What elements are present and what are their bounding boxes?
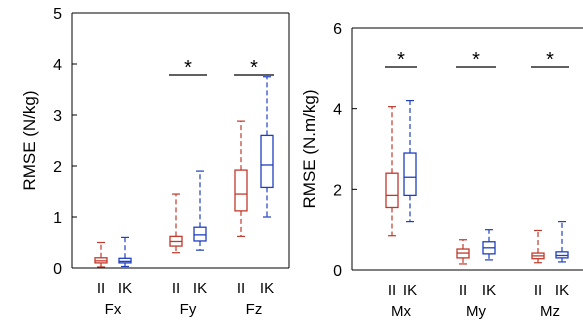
x-method-label: II bbox=[534, 282, 542, 299]
x-method-label: II bbox=[172, 280, 180, 297]
y-tick-label: 4 bbox=[53, 57, 62, 74]
box-Fy-IK bbox=[193, 170, 207, 251]
box-Fx-II bbox=[94, 241, 108, 268]
chart-panel-2: 0 2 4 6 RMSE (N.m/kg) * II IK Mx * II IK My * II IK Mz bbox=[300, 21, 583, 320]
box-Mz-IK bbox=[555, 221, 569, 263]
significance-star: * bbox=[472, 49, 480, 71]
x-method-label: IK bbox=[193, 280, 207, 297]
box-Mx-IK bbox=[403, 99, 417, 223]
x-method-label: II bbox=[459, 282, 467, 299]
y-axis-label: RMSE (N.m/kg) bbox=[300, 90, 319, 209]
x-method-label: II bbox=[237, 280, 245, 297]
y-tick-label: 5 bbox=[53, 6, 62, 23]
chart-panel-1: 0 1 2 3 4 5 RMSE (N/kg) II IK Fx * II IK Fy * II IK Fz bbox=[20, 6, 290, 318]
y-axis-label: RMSE (N/kg) bbox=[20, 90, 39, 190]
x-category-label: Fy bbox=[180, 301, 197, 318]
x-method-label: IK bbox=[555, 282, 569, 299]
box-iqr bbox=[193, 226, 207, 242]
box-iqr bbox=[118, 257, 132, 264]
box-Fz-II bbox=[234, 120, 248, 237]
x-category-label: Mx bbox=[391, 303, 411, 320]
y-tick-label: 2 bbox=[53, 159, 62, 176]
x-method-label: IK bbox=[260, 280, 274, 297]
box-iqr bbox=[385, 172, 399, 209]
y-tick-label: 0 bbox=[53, 261, 62, 278]
box-iqr bbox=[260, 134, 274, 189]
box-Mx-II bbox=[385, 106, 399, 237]
box-iqr bbox=[234, 169, 248, 212]
box-Mz-II bbox=[531, 229, 545, 264]
significance-star: * bbox=[184, 57, 192, 79]
box-My-IK bbox=[482, 229, 496, 261]
x-category-label: Mz bbox=[540, 303, 560, 320]
x-category-label: Fz bbox=[246, 301, 263, 318]
y-tick-label: 1 bbox=[53, 210, 62, 227]
y-tick-label: 4 bbox=[333, 102, 342, 119]
x-method-label: II bbox=[97, 280, 105, 297]
box-Fz-IK bbox=[260, 76, 274, 218]
x-method-label: IK bbox=[482, 282, 496, 299]
x-method-label: II bbox=[388, 282, 396, 299]
box-My-II bbox=[456, 239, 470, 265]
significance-star: * bbox=[250, 57, 258, 79]
y-tick-label: 0 bbox=[333, 263, 342, 280]
x-category-label: My bbox=[466, 303, 486, 320]
x-category-label: Fx bbox=[105, 301, 122, 318]
y-tick-label: 6 bbox=[333, 21, 342, 38]
box-iqr bbox=[403, 152, 417, 197]
box-Fy-II bbox=[169, 193, 183, 254]
significance-star: * bbox=[397, 49, 405, 71]
y-tick-label: 3 bbox=[53, 108, 62, 125]
y-tick-label: 2 bbox=[333, 182, 342, 199]
x-method-label: IK bbox=[118, 280, 132, 297]
x-method-label: IK bbox=[403, 282, 417, 299]
significance-star: * bbox=[546, 49, 554, 71]
box-Fx-IK bbox=[118, 236, 132, 268]
